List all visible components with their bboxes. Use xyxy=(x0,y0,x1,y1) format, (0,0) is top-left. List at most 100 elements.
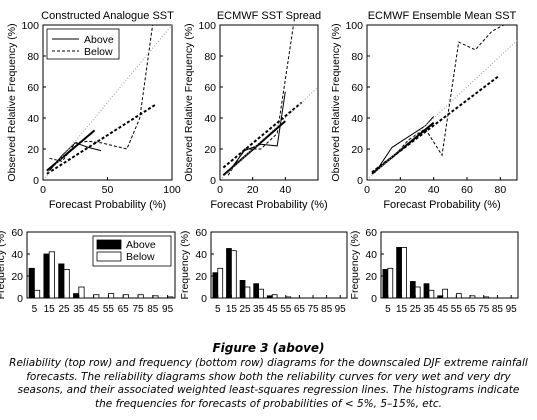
y-tick-label: 20 xyxy=(11,271,23,283)
x-tick-label: 35 xyxy=(253,304,265,315)
bar-below xyxy=(217,267,224,299)
x-tick-label: 35 xyxy=(73,304,85,315)
plot-frame xyxy=(366,24,518,181)
legend-label-below: Below xyxy=(84,46,113,58)
bar-below xyxy=(63,268,70,299)
x-tick-label: 5 xyxy=(385,304,391,315)
y-tick-label: 100 xyxy=(21,20,39,32)
bar-below xyxy=(78,286,85,299)
series-line-below-regression xyxy=(46,103,158,175)
y-axis-label: Frequency (%) xyxy=(349,231,361,300)
x-tick-label: 75 xyxy=(478,304,490,315)
y-tick-label: 0 xyxy=(210,175,216,187)
x-tick-label: 75 xyxy=(307,304,319,315)
legend-label-above: Above xyxy=(84,34,114,46)
y-tick-label: 80 xyxy=(204,51,216,63)
series-line-diagonal xyxy=(366,40,518,181)
bar-below xyxy=(414,286,421,299)
caption-title: Figure 3 (above) xyxy=(212,341,325,355)
y-tick-label: 0 xyxy=(33,175,39,187)
bar-below xyxy=(387,267,394,299)
x-tick-label: 100 xyxy=(163,184,181,196)
x-tick-label: 40 xyxy=(428,184,440,196)
x-tick-label: 25 xyxy=(239,304,251,315)
y-axis-label: Observed Relative Frequency (%) xyxy=(6,23,18,181)
x-tick-label: 45 xyxy=(88,304,100,315)
x-axis-label: Forecast Probability (%) xyxy=(383,199,500,211)
x-tick-label: 85 xyxy=(492,304,504,315)
y-tick-label: 40 xyxy=(27,113,39,125)
x-tick-label: 40 xyxy=(279,184,291,196)
bar-below xyxy=(122,294,129,299)
x-tick-label: 5 xyxy=(215,304,221,315)
bar-below xyxy=(483,296,490,299)
series-line-below xyxy=(375,24,504,170)
x-tick-label: 45 xyxy=(437,304,449,315)
plot-frame xyxy=(219,24,319,181)
bar-above xyxy=(396,246,402,299)
y-axis-label: Frequency (%) xyxy=(0,231,7,300)
y-axis-label: Observed Relative Frequency (%) xyxy=(183,23,195,181)
bar-below xyxy=(137,294,144,299)
x-tick-label: 95 xyxy=(335,304,347,315)
y-tick-label: 80 xyxy=(351,51,363,63)
bar-below xyxy=(401,246,407,299)
x-tick-label: 25 xyxy=(410,304,422,315)
series-line-above-regression xyxy=(222,120,286,177)
figure-caption: Figure 3 (above) Reliability (top row) a… xyxy=(0,341,537,411)
y-tick-label: 40 xyxy=(365,249,377,261)
x-axis-label: Forecast Probability (%) xyxy=(49,199,166,211)
x-tick-label: 65 xyxy=(118,304,130,315)
bar-above xyxy=(437,295,444,299)
bar-above xyxy=(266,295,273,299)
x-tick-label: 80 xyxy=(494,184,506,196)
bar-below xyxy=(258,288,264,299)
y-axis-label: Observed Relative Frequency (%) xyxy=(330,23,342,181)
x-tick-label: 25 xyxy=(58,304,70,315)
bar-below xyxy=(108,293,115,299)
bar-below xyxy=(469,295,476,299)
legend-swatch-below xyxy=(96,251,122,262)
y-tick-label: 20 xyxy=(204,144,216,156)
y-tick-label: 60 xyxy=(204,82,216,94)
x-tick-label: 20 xyxy=(394,184,406,196)
y-tick-label: 0 xyxy=(357,175,363,187)
y-tick-label: 60 xyxy=(365,227,377,239)
bar-above xyxy=(409,281,416,299)
legend-label-below: Below xyxy=(126,251,155,263)
bar-below xyxy=(230,250,237,299)
bar-above xyxy=(28,267,35,299)
y-tick-label: 100 xyxy=(198,20,216,32)
bar-above xyxy=(382,268,389,299)
series-line-below-regression xyxy=(371,75,500,174)
caption-text: Reliability (top row) and frequency (bot… xyxy=(9,357,528,410)
y-tick-label: 60 xyxy=(11,227,23,239)
x-tick-label: 20 xyxy=(247,184,259,196)
y-tick-label: 60 xyxy=(195,227,207,239)
y-tick-label: 40 xyxy=(195,249,207,261)
x-tick-label: 0 xyxy=(364,184,370,196)
y-tick-label: 40 xyxy=(11,249,23,261)
x-tick-label: 75 xyxy=(132,304,144,315)
bar-below xyxy=(167,296,174,299)
y-tick-label: 0 xyxy=(17,293,23,305)
bar-above xyxy=(58,263,65,299)
x-tick-label: 85 xyxy=(321,304,333,315)
y-tick-label: 20 xyxy=(365,271,377,283)
chart-title: Constructed Analogue SST xyxy=(41,10,174,22)
chart-title: ECMWF Ensemble Mean SST xyxy=(368,10,517,22)
y-tick-label: 40 xyxy=(204,113,216,125)
x-tick-label: 0 xyxy=(217,184,223,196)
x-tick-label: 95 xyxy=(506,304,518,315)
legend-label-above: Above xyxy=(126,239,156,251)
series-line-below-regression xyxy=(222,101,303,169)
bar-below xyxy=(442,288,448,299)
bar-below xyxy=(455,293,462,299)
y-tick-label: 0 xyxy=(371,293,377,305)
y-tick-label: 80 xyxy=(27,51,39,63)
series-line-above xyxy=(374,116,435,173)
legend-swatch-above xyxy=(96,239,122,250)
series-line-diagonal xyxy=(42,24,173,181)
x-tick-label: 65 xyxy=(464,304,476,315)
